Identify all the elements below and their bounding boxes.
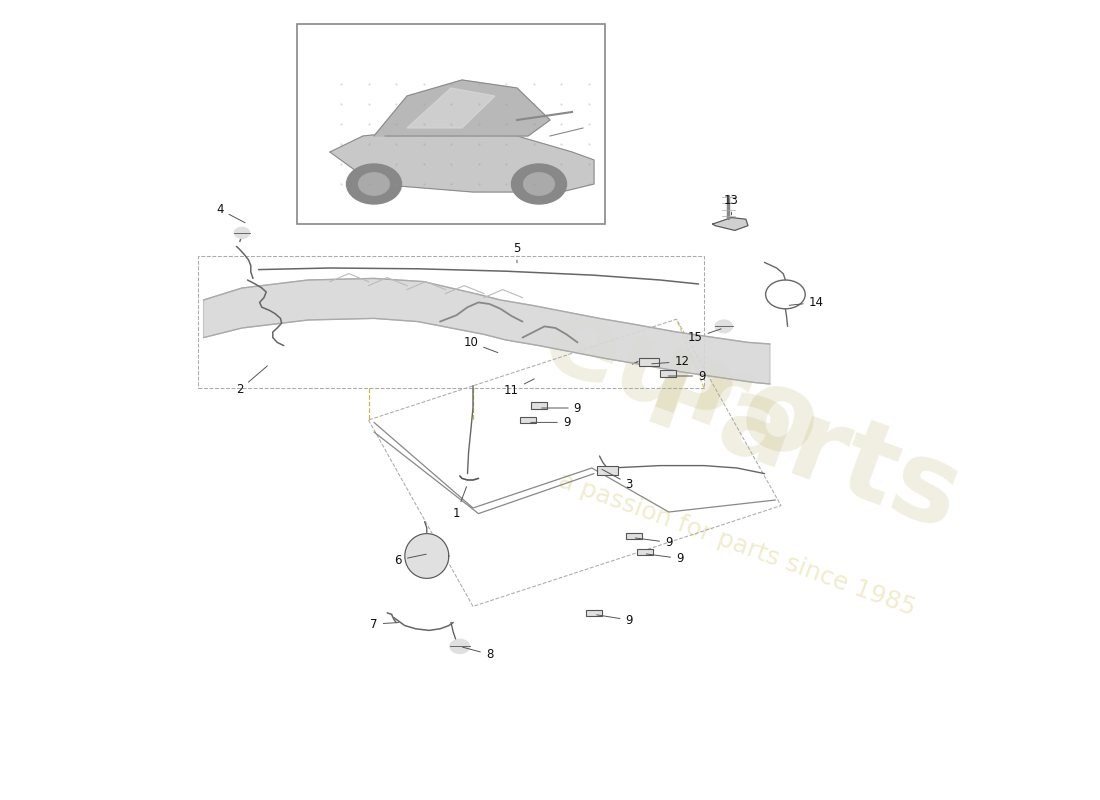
Text: 7: 7	[371, 618, 398, 630]
Text: 2: 2	[236, 366, 267, 396]
Circle shape	[450, 639, 470, 654]
Polygon shape	[374, 80, 550, 136]
Polygon shape	[660, 370, 675, 377]
Polygon shape	[596, 466, 618, 474]
Text: 11: 11	[504, 379, 535, 397]
Polygon shape	[639, 358, 659, 366]
Text: 3: 3	[602, 470, 632, 490]
Text: 12: 12	[652, 355, 690, 368]
Circle shape	[234, 227, 250, 238]
Polygon shape	[330, 128, 594, 192]
Polygon shape	[520, 417, 536, 423]
Text: 9: 9	[596, 614, 632, 626]
Text: 1: 1	[453, 486, 466, 520]
Polygon shape	[204, 278, 770, 384]
Circle shape	[512, 164, 566, 204]
Text: 13: 13	[724, 194, 739, 215]
Polygon shape	[637, 549, 652, 555]
Circle shape	[359, 173, 389, 195]
Text: Parts: Parts	[630, 342, 976, 554]
Text: 9: 9	[636, 536, 672, 549]
Circle shape	[715, 320, 733, 333]
Circle shape	[524, 173, 554, 195]
Text: 8: 8	[462, 647, 493, 661]
Text: 5: 5	[514, 242, 520, 263]
Circle shape	[346, 164, 402, 204]
Text: a passion for parts since 1985: a passion for parts since 1985	[556, 468, 918, 620]
Text: 9: 9	[531, 416, 570, 429]
Polygon shape	[407, 88, 495, 128]
Text: 9: 9	[669, 370, 705, 382]
Text: 9: 9	[647, 552, 683, 565]
Text: 15: 15	[688, 329, 722, 344]
Polygon shape	[713, 218, 748, 230]
Polygon shape	[586, 610, 602, 616]
Text: 14: 14	[790, 296, 824, 309]
Polygon shape	[531, 402, 547, 409]
Text: 9: 9	[542, 402, 581, 414]
Text: 10: 10	[463, 336, 498, 353]
Text: 6: 6	[395, 554, 427, 566]
Text: euro: euro	[529, 285, 835, 483]
Polygon shape	[297, 24, 605, 224]
Text: 4: 4	[217, 203, 245, 222]
Polygon shape	[626, 533, 641, 539]
Polygon shape	[405, 534, 449, 578]
